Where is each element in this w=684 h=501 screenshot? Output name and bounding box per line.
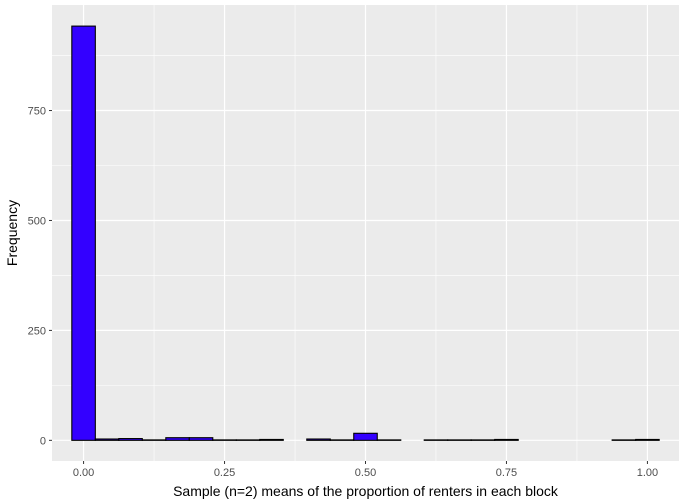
histogram-bar	[635, 438, 660, 441]
y-tick-label: 500	[28, 215, 46, 227]
x-tick-label: 0.00	[73, 467, 94, 479]
histogram-bar	[306, 438, 331, 441]
x-tick-label: 1.00	[637, 467, 658, 479]
histogram-bar	[353, 432, 378, 441]
x-tick-label: 0.50	[355, 467, 376, 479]
histogram-bar	[188, 437, 214, 441]
y-axis-title: Frequency	[4, 200, 20, 266]
histogram-bar	[165, 437, 190, 441]
x-tick-label: 0.75	[496, 467, 517, 479]
histogram-bar	[259, 438, 284, 441]
y-tick-label: 750	[28, 106, 46, 118]
x-axis-title: Sample (n=2) means of the proportion of …	[173, 483, 559, 499]
histogram-bar	[94, 438, 120, 441]
y-tick-label: 250	[28, 325, 46, 337]
x-tick-label: 0.25	[214, 467, 235, 479]
y-tick-label: 0	[40, 435, 46, 447]
histogram-bar	[494, 438, 519, 441]
histogram-bars	[71, 25, 660, 441]
x-axis: 0.00 0.25 0.50 0.75 1.00	[73, 461, 658, 479]
histogram-bar	[118, 438, 143, 441]
y-axis: 0 250 500 750	[28, 106, 52, 447]
histogram-bar	[71, 25, 96, 441]
